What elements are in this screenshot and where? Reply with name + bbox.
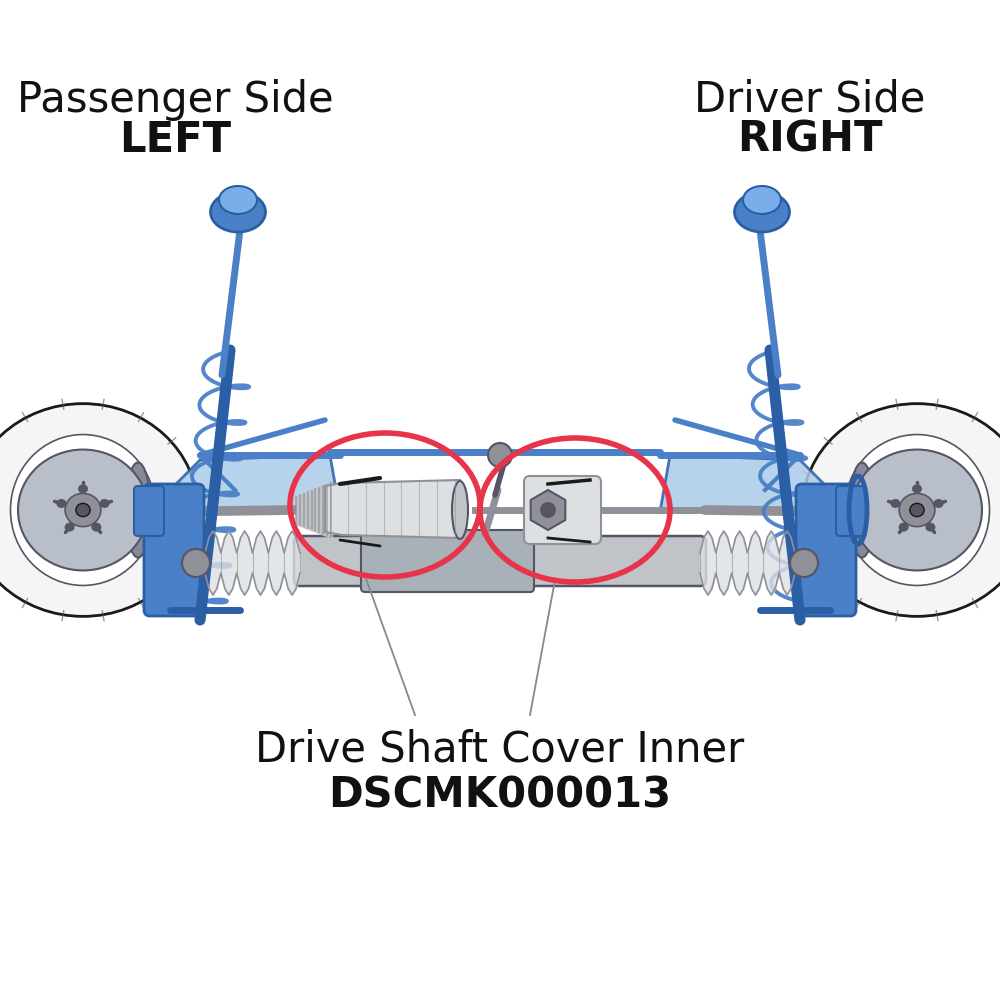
Ellipse shape <box>91 523 101 532</box>
Ellipse shape <box>76 503 90 517</box>
Ellipse shape <box>126 462 150 558</box>
Circle shape <box>790 549 818 577</box>
Ellipse shape <box>219 186 257 214</box>
Text: LEFT: LEFT <box>119 119 231 161</box>
Ellipse shape <box>910 503 924 517</box>
FancyBboxPatch shape <box>294 536 706 586</box>
Ellipse shape <box>802 404 1000 616</box>
Ellipse shape <box>10 435 156 585</box>
Ellipse shape <box>0 404 198 616</box>
Ellipse shape <box>452 481 468 539</box>
Circle shape <box>540 502 556 518</box>
Ellipse shape <box>844 435 990 585</box>
FancyBboxPatch shape <box>134 486 164 536</box>
Polygon shape <box>531 490 565 530</box>
Polygon shape <box>148 455 340 512</box>
Ellipse shape <box>65 523 75 532</box>
Text: RIGHT: RIGHT <box>737 119 883 161</box>
Ellipse shape <box>934 499 944 508</box>
Ellipse shape <box>65 493 101 527</box>
Text: Drive Shaft Cover Inner: Drive Shaft Cover Inner <box>255 729 745 771</box>
Text: Passenger Side: Passenger Side <box>17 79 333 121</box>
Ellipse shape <box>78 484 88 493</box>
Ellipse shape <box>852 450 982 570</box>
Text: Driver Side: Driver Side <box>694 79 926 121</box>
Ellipse shape <box>899 523 909 532</box>
Polygon shape <box>660 455 852 512</box>
Ellipse shape <box>18 450 148 570</box>
Polygon shape <box>325 480 460 538</box>
Ellipse shape <box>890 499 900 508</box>
FancyBboxPatch shape <box>361 530 534 592</box>
Ellipse shape <box>734 192 790 232</box>
FancyBboxPatch shape <box>144 484 204 616</box>
Ellipse shape <box>912 484 922 493</box>
Ellipse shape <box>56 499 66 508</box>
Ellipse shape <box>743 186 781 214</box>
Text: DSCMK000013: DSCMK000013 <box>328 774 672 816</box>
Circle shape <box>182 549 210 577</box>
Ellipse shape <box>850 462 874 558</box>
FancyBboxPatch shape <box>796 484 856 616</box>
Ellipse shape <box>899 493 935 527</box>
Ellipse shape <box>210 192 266 232</box>
FancyBboxPatch shape <box>836 486 866 536</box>
Ellipse shape <box>925 523 935 532</box>
Circle shape <box>488 443 512 467</box>
Ellipse shape <box>100 499 110 508</box>
FancyBboxPatch shape <box>524 476 601 544</box>
